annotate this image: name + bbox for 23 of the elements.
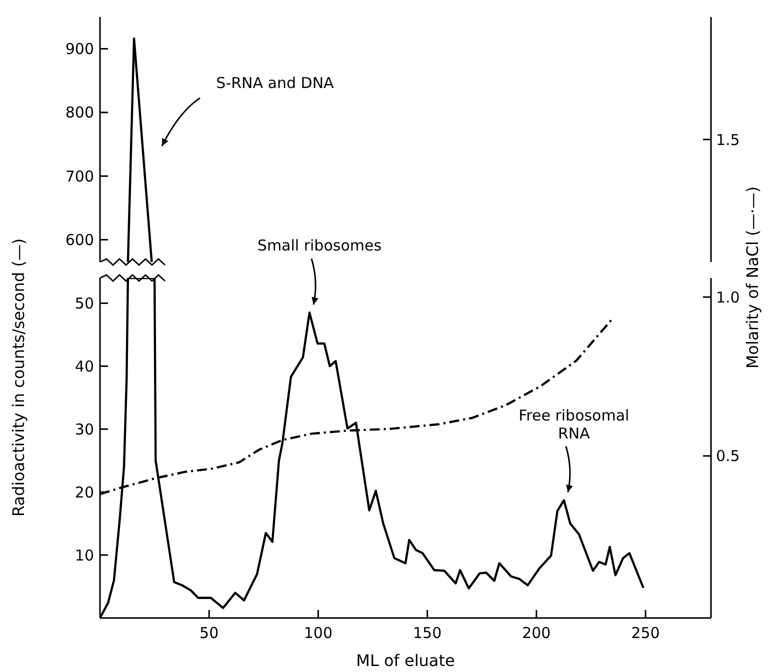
x-tick-label: 50 [200,624,219,642]
y-tick-label: 50 [74,294,94,312]
annotation: Small ribosomes [257,236,382,255]
annotation: Free ribosomal RNA [518,406,630,442]
y-tick-label: 20 [74,483,94,502]
x-tick-label: 250 [631,624,660,642]
x-axis-title: ML of eluate [356,651,455,670]
annotation: S-RNA and DNA [216,74,335,92]
text: 1.5 [716,130,740,149]
x-tick-label: 200 [522,624,551,642]
y-tick-label: 900 [65,40,94,58]
y-tick-label: 700 [65,167,94,186]
x-tick-label: 100 [304,624,333,642]
y-tick-label: 30 [74,420,94,438]
y-tick-label: 600 [65,230,94,249]
y2-tick-label: 1.0 [716,288,740,306]
y-tick-label: 10 [74,546,94,564]
x-tick-label: 150 [413,624,442,642]
y2-axis-title: Molarity of NaCl (—·—) [743,186,762,369]
y-axis-title: Radioactivity in counts/second (—) [9,238,28,517]
y-tick-label: 40 [74,357,94,376]
y-tick-label: 800 [65,104,94,122]
y2-tick-label: 0.5 [716,447,740,466]
